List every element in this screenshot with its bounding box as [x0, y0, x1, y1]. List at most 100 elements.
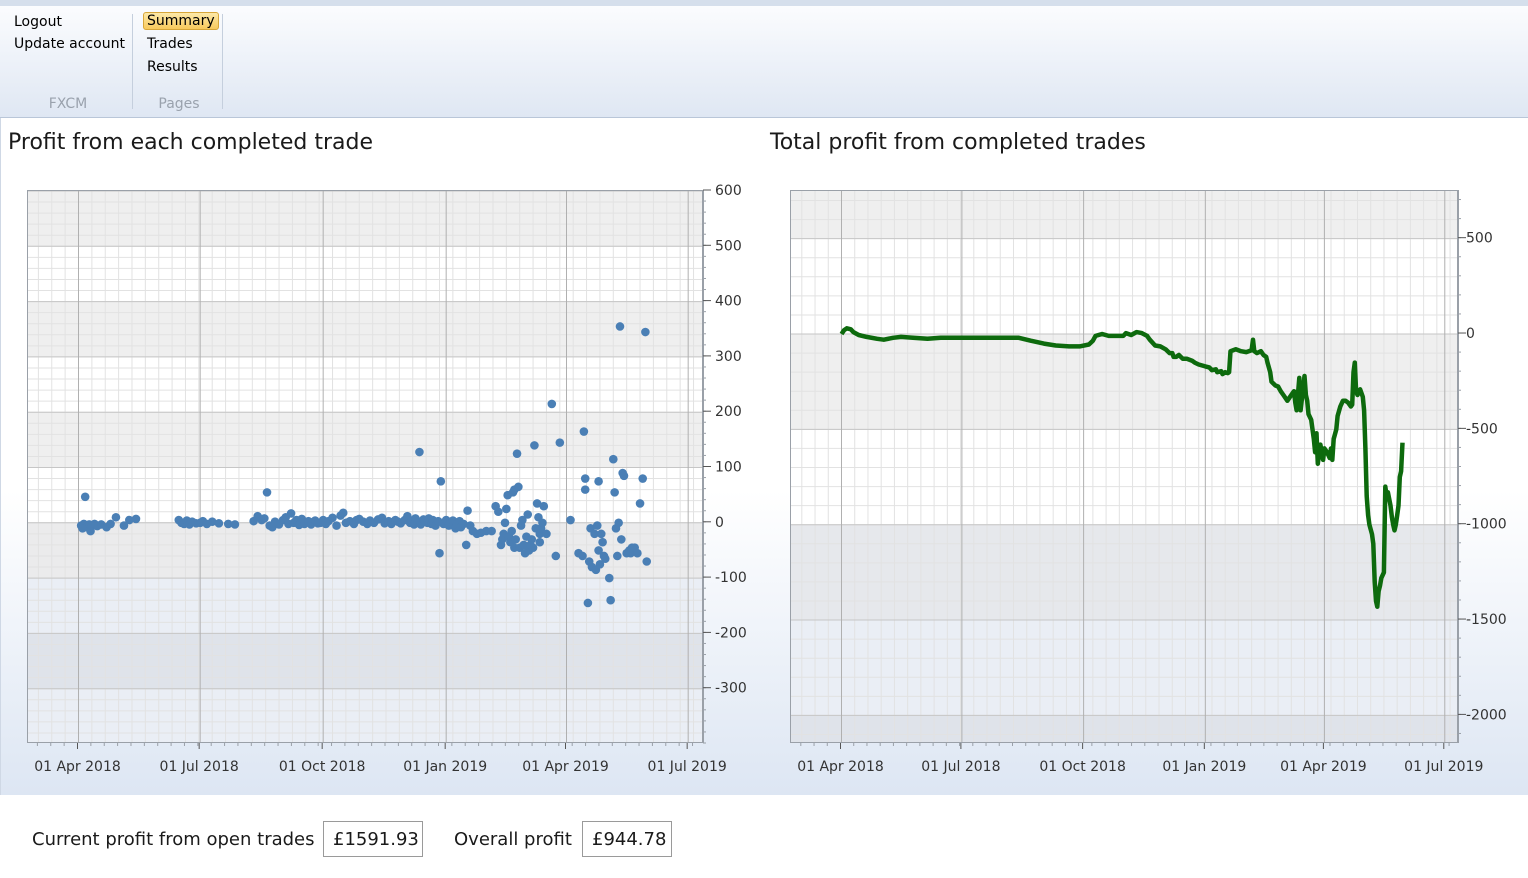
logout-button[interactable]: Logout — [14, 14, 62, 30]
profit-summary-bar: Current profit from open trades £1591.93… — [0, 795, 1528, 878]
scatter-point — [610, 488, 619, 497]
summary-page-button[interactable]: Summary — [143, 12, 219, 30]
y-tick-label: -1000 — [1466, 517, 1507, 533]
scatter-point — [580, 485, 590, 494]
scatter-point — [111, 512, 121, 522]
x-tick-label: 01 Oct 2018 — [279, 759, 366, 775]
scatter-point — [131, 514, 141, 524]
scatter-point — [328, 513, 337, 523]
scatter-point — [286, 509, 296, 518]
scatter-point — [507, 526, 516, 536]
chart-band — [28, 578, 702, 634]
line-plot-area — [791, 191, 1457, 742]
scatter-point — [500, 518, 510, 528]
ribbon-group-title-pages: Pages — [158, 96, 200, 112]
chart-band — [28, 246, 702, 302]
chart-band — [791, 620, 1457, 716]
scatter-point — [459, 519, 468, 529]
scatter-point — [260, 514, 269, 523]
open-trades-profit-label: Current profit from open trades — [32, 829, 315, 850]
y-tick-label: 500 — [1466, 231, 1493, 247]
y-tick-label: 200 — [715, 404, 742, 420]
overall-profit-label: Overall profit — [454, 829, 572, 850]
scatter-point — [523, 510, 533, 519]
ribbon-group-title-fxcm: FXCM — [48, 96, 88, 112]
ribbon-toolbar: Logout Update account FXCM Summary Trade… — [0, 0, 1528, 118]
scatter-point — [532, 499, 542, 508]
y-tick-label: 400 — [715, 294, 742, 310]
scatter-point — [590, 529, 599, 539]
right-chart-y-axis: 500 0 -500 -1000 -1500 -2000 — [1458, 190, 1528, 743]
scatter-point — [332, 521, 341, 530]
scatter-point — [635, 499, 645, 508]
scatter-point — [125, 515, 134, 525]
update-account-button[interactable]: Update account — [14, 36, 125, 52]
y-tick-label: 300 — [715, 349, 742, 365]
cumulative-profit-line — [839, 326, 1405, 609]
scatter-point — [578, 551, 587, 561]
scatter-point — [613, 551, 622, 561]
results-page-button[interactable]: Results — [147, 59, 198, 75]
right-chart-x-axis: 01 Apr 2018 01 Jul 2018 01 Oct 2018 01 Jan … — [790, 743, 1510, 783]
scatter-point — [530, 441, 539, 450]
scatter-point — [566, 515, 575, 525]
scatter-point — [463, 506, 472, 515]
scatter-point — [514, 482, 523, 492]
scatter-point — [487, 526, 496, 536]
scatter-point — [641, 327, 650, 337]
x-tick-label: 01 Jul 2018 — [160, 759, 239, 775]
ribbon-separator — [132, 14, 133, 109]
x-tick-label: 01 Apr 2018 — [34, 759, 121, 775]
scatter-point — [580, 474, 590, 483]
left-chart-title: Profit from each completed trade — [8, 130, 373, 155]
scatter-point — [606, 595, 615, 605]
scatter-point — [596, 529, 606, 539]
x-tick-label: 01 Apr 2018 — [797, 759, 884, 775]
x-tick-label: 01 Jan 2019 — [1162, 759, 1246, 775]
scatter-point — [594, 477, 603, 486]
y-tick-label: -200 — [715, 625, 747, 641]
y-tick-label: 0 — [1466, 326, 1475, 342]
scatter-point — [551, 551, 561, 561]
y-tick-label: -1500 — [1466, 612, 1507, 628]
chart-band — [28, 688, 702, 742]
chart-band — [28, 191, 702, 247]
scatter-series — [76, 322, 652, 608]
scatter-point — [119, 521, 129, 530]
scatter-point — [223, 519, 233, 529]
x-tick-label: 01 Oct 2018 — [1039, 759, 1126, 775]
scatter-point — [415, 447, 424, 457]
left-chart-y-axis: 600 500 400 300 200 100 0 -100 -200 -300 — [703, 183, 763, 744]
y-tick-label: 0 — [715, 515, 724, 531]
x-tick-label: 01 Apr 2019 — [522, 759, 609, 775]
scatter-point — [436, 477, 446, 486]
y-tick-label: 600 — [715, 183, 742, 199]
total-profit-line-chart — [790, 190, 1458, 743]
scatter-point — [518, 515, 527, 525]
scatter-point — [512, 449, 522, 458]
overall-profit-value: £944.78 — [582, 821, 672, 857]
chart-band — [28, 412, 702, 468]
x-tick-label: 01 Apr 2019 — [1280, 759, 1367, 775]
scatter-point — [592, 521, 602, 530]
chart-band — [791, 238, 1457, 335]
trades-page-button[interactable]: Trades — [147, 36, 193, 52]
scatter-point — [527, 535, 537, 544]
scatter-point — [207, 517, 217, 526]
open-trades-profit-value: £1591.93 — [323, 821, 423, 857]
scatter-point — [555, 438, 565, 447]
scatter-point — [528, 543, 538, 552]
scatter-point — [338, 508, 348, 518]
scatter-point — [594, 546, 603, 555]
scatter-point — [579, 427, 589, 436]
chart-band — [28, 633, 702, 689]
scatter-point — [106, 519, 115, 529]
y-tick-label: -300 — [715, 681, 747, 697]
x-tick-label: 01 Jul 2019 — [1404, 759, 1483, 775]
y-tick-label: 100 — [715, 460, 742, 476]
chart-band — [28, 301, 702, 357]
scatter-point — [642, 557, 652, 566]
scatter-point — [609, 454, 618, 464]
scatter-point — [535, 537, 545, 547]
left-chart-x-axis: 01 Apr 2018 01 Jul 2018 01 Oct 2018 01 Jan … — [27, 743, 727, 783]
